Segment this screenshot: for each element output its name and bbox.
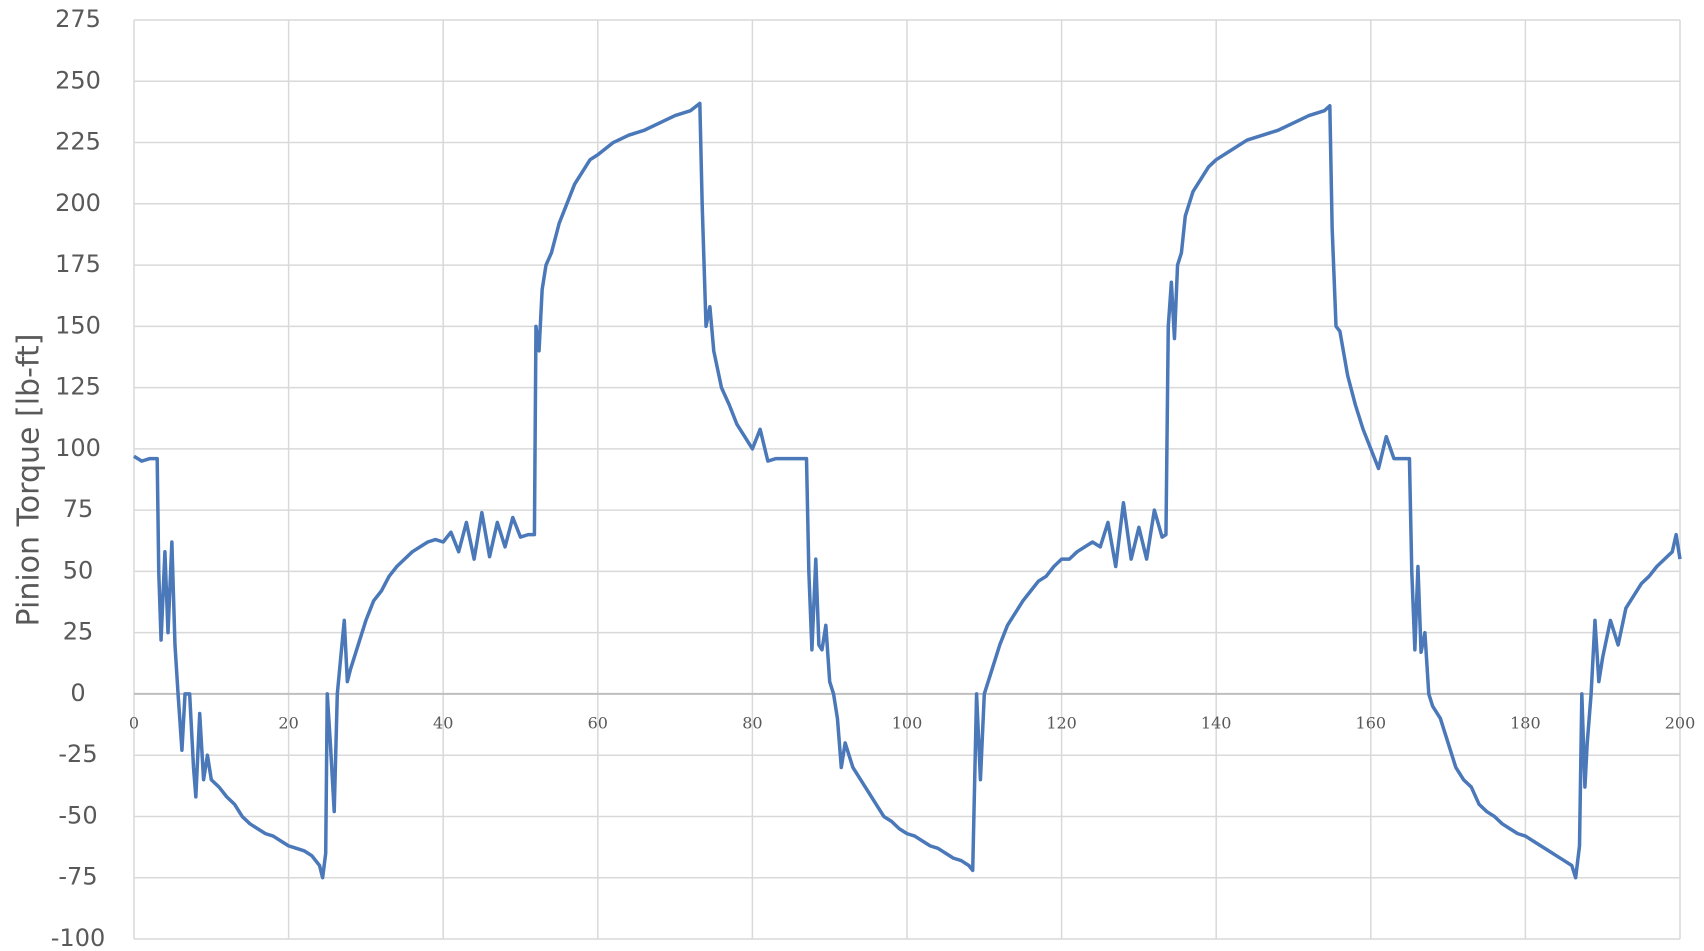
x-tick-label: 40 xyxy=(433,713,453,732)
x-tick-label: 60 xyxy=(588,713,608,732)
y-tick-label: 75 xyxy=(63,495,94,523)
y-tick-label: 275 xyxy=(55,5,101,33)
x-tick-label: 80 xyxy=(742,713,762,732)
x-tick-label: 20 xyxy=(278,713,298,732)
x-tick-label: 120 xyxy=(1046,713,1077,732)
y-axis-label: Pinion Torque [lb-ft] xyxy=(12,334,47,627)
x-tick-label: 180 xyxy=(1510,713,1541,732)
y-tick-label: 200 xyxy=(55,189,101,217)
x-tick-label: 0 xyxy=(129,713,139,732)
y-tick-label: 0 xyxy=(70,679,85,707)
y-tick-label: 25 xyxy=(63,618,94,646)
x-tick-label: 100 xyxy=(892,713,923,732)
y-tick-label: -50 xyxy=(58,801,97,829)
y-tick-label: 100 xyxy=(55,434,101,462)
x-tick-label: 160 xyxy=(1356,713,1387,732)
x-tick-label: 140 xyxy=(1201,713,1232,732)
y-tick-label: 175 xyxy=(55,250,101,278)
x-tick-label: 200 xyxy=(1665,713,1696,732)
y-tick-label: -25 xyxy=(58,740,97,768)
y-tick-label: 125 xyxy=(55,373,101,401)
y-tick-label: 150 xyxy=(55,311,101,339)
y-tick-label: 225 xyxy=(55,128,101,156)
y-tick-label: -100 xyxy=(51,924,105,951)
y-tick-label: -75 xyxy=(58,863,97,891)
y-tick-label: 50 xyxy=(63,556,94,584)
y-tick-label: 250 xyxy=(55,66,101,94)
line-series xyxy=(133,101,1682,880)
